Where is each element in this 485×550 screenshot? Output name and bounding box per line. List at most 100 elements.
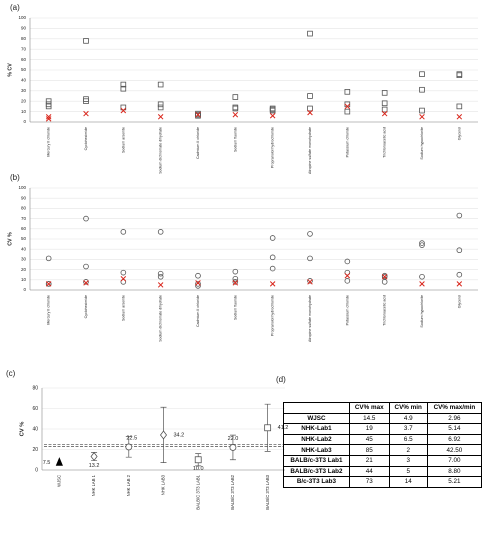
table-cell: 2.96 (426, 412, 483, 425)
marker-circle (307, 255, 313, 262)
table-cell: 7.00 (426, 454, 483, 467)
marker-x (45, 114, 52, 120)
y-tick-label: 40 (21, 78, 27, 83)
marker-circle (344, 258, 351, 265)
x-tick-label: Propranolol hydrochloride (271, 295, 275, 336)
y-tick-label: 90 (21, 26, 27, 31)
marker-circle (344, 278, 351, 284)
marker-square (232, 94, 239, 100)
header-cell: CV% max/min (426, 402, 483, 414)
marker-square (195, 112, 201, 119)
y-tick-label: 0 (35, 467, 38, 473)
marker-square (419, 86, 425, 93)
marker-circle (125, 443, 133, 451)
y-tick-label: 30 (21, 88, 27, 93)
marker-circle (307, 278, 313, 284)
marker-circle (83, 263, 89, 270)
marker-circle (419, 242, 425, 248)
y-tick-label: 40 (21, 246, 27, 251)
x-tick-label: Trichloroacetic acid (383, 127, 387, 158)
y-tick-label: 70 (21, 216, 27, 221)
marker-square (381, 106, 388, 113)
y-tick-label: 50 (21, 67, 27, 72)
marker-x (381, 273, 388, 280)
marker-circle (232, 275, 239, 282)
table-row: NHK-Lab1 19 3.7 5.14 (283, 423, 483, 435)
marker-square (120, 81, 127, 88)
marker-square (344, 108, 351, 115)
marker-x (456, 281, 463, 287)
x-tick-label: Cycloheximide (84, 295, 88, 318)
marker-x (45, 281, 52, 287)
table-cell: WJSC (283, 412, 350, 425)
x-tick-label: Cadmium II chloride (196, 295, 200, 327)
y-tick-label: 10 (21, 109, 27, 114)
table-cell: NHK-Lab3 (283, 444, 350, 456)
x-tick-label: NHK LAB 2 (126, 474, 131, 496)
table-cell: 14.5 (348, 412, 390, 425)
marker-circle (120, 229, 127, 235)
marker-square (381, 90, 388, 96)
marker-circle (83, 279, 89, 285)
table-cell: 5.21 (426, 476, 483, 488)
marker-square (307, 30, 313, 37)
marker-x (419, 114, 425, 120)
marker-x (83, 280, 89, 286)
marker-square (269, 107, 276, 114)
marker-circle (45, 255, 52, 262)
value-label: 7.5 (43, 460, 51, 466)
marker-x (456, 114, 463, 120)
marker-square (157, 101, 164, 108)
x-tick-label: WJSC (56, 475, 61, 487)
marker-circle (195, 281, 201, 287)
x-tick-label: Sodium hypochlorite (420, 295, 424, 328)
y-tick-label: 10 (21, 277, 27, 282)
y-tick-label: 20 (21, 98, 27, 103)
marker-square (157, 104, 164, 111)
marker-circle (157, 229, 164, 235)
y-tick-label: 60 (21, 226, 27, 231)
x-tick-label: Cycloheximide (84, 127, 88, 150)
x-tick-label: NHK LAB3 (161, 474, 166, 495)
marker-square (264, 424, 272, 432)
y-tick-label: 80 (21, 206, 27, 211)
marker-x (195, 111, 201, 118)
table-cell: 21 (348, 454, 390, 467)
marker-square (157, 81, 164, 88)
y-tick-label: 0 (23, 287, 26, 292)
table-cell: 6.92 (426, 433, 483, 446)
marker-circle (229, 444, 237, 451)
table-cell: 5 (388, 465, 428, 478)
marker-x (269, 113, 276, 119)
marker-x (157, 114, 164, 120)
table-row: WJSC 14.5 4.9 2.96 (283, 412, 483, 425)
marker-triangle (55, 457, 63, 466)
marker-x (307, 109, 313, 116)
table-cell: BALB/c-3T3 Lab2 (283, 465, 350, 478)
marker-square (120, 104, 127, 111)
marker-x (232, 111, 239, 118)
panel-label: (b) (10, 173, 20, 182)
marker-circle (456, 271, 463, 278)
marker-x (120, 107, 127, 114)
marker-x (232, 280, 239, 286)
x-tick-label: Glycerol (457, 127, 461, 140)
marker-square (419, 107, 425, 114)
x-tick-label: Sodium dichromate dihydrate (159, 127, 163, 174)
marker-square (381, 100, 388, 107)
y-axis-label: CV % (7, 232, 13, 246)
value-label: 22.0 (228, 436, 239, 442)
table-cell: 73 (348, 476, 390, 488)
x-tick-label: BALB/C 3T3 LAB1 (195, 474, 200, 509)
y-axis-label: % CV (7, 63, 13, 77)
marker-x (381, 110, 388, 117)
x-tick-label: Sodium hypochlorite (420, 127, 424, 160)
y-tick-label: 90 (21, 195, 27, 200)
marker-circle (419, 240, 425, 246)
table-cell: BALB/c-3T3 Lab1 (283, 454, 350, 467)
marker-square (194, 456, 202, 464)
marker-x (195, 280, 201, 286)
x-tick-label: Cadmium II chloride (196, 127, 200, 159)
x-tick-label: NHK LAB 1 (91, 474, 96, 496)
